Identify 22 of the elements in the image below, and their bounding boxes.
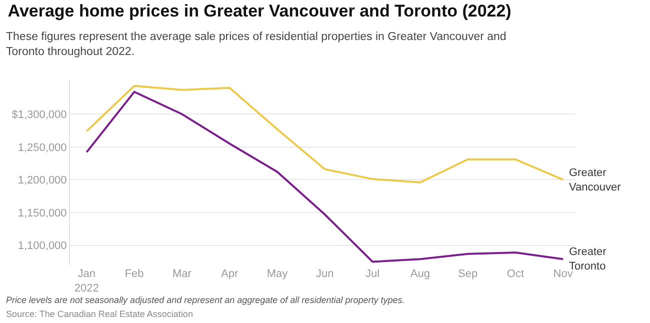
line-series <box>86 84 564 184</box>
y-tick-label: $1,300,000 <box>12 108 67 121</box>
x-tick-label: Feb <box>124 268 144 280</box>
y-tick-label: 1,150,000 <box>18 207 67 220</box>
x-tick-label: Jul <box>365 268 380 280</box>
x-tick-label: Mar <box>172 268 192 280</box>
x-tick-label: Aug <box>410 268 430 280</box>
source-note: Source: The Canadian Real Estate Association <box>6 309 193 319</box>
line-series <box>86 90 564 263</box>
x-tick-label: Jun <box>316 268 334 280</box>
x-tick-label: May <box>266 268 288 280</box>
x-tick-label: Apr <box>221 268 238 280</box>
text: Price levels are not seasonally adjusted and represent an aggregate of all residential property types. <box>6 295 405 305</box>
series-label: Greater Vancouver <box>569 167 622 194</box>
x-tick-label: Jan 2022 <box>74 268 99 294</box>
x-tick-label: Oct <box>506 268 524 280</box>
y-tick-label: 1,100,000 <box>18 240 67 252</box>
x-tick-label: Sep <box>458 268 478 280</box>
chart-subtitle: These figures represent the average sale prices of residential properties in Greater Vancouver and Toronto throughout 2022. <box>6 31 506 58</box>
y-tick-label: 1,250,000 <box>18 142 67 154</box>
chart-title: Average home prices in Greater Vancouver and Toronto (2022) <box>8 2 512 21</box>
y-tick-label: 1,200,000 <box>18 174 67 187</box>
